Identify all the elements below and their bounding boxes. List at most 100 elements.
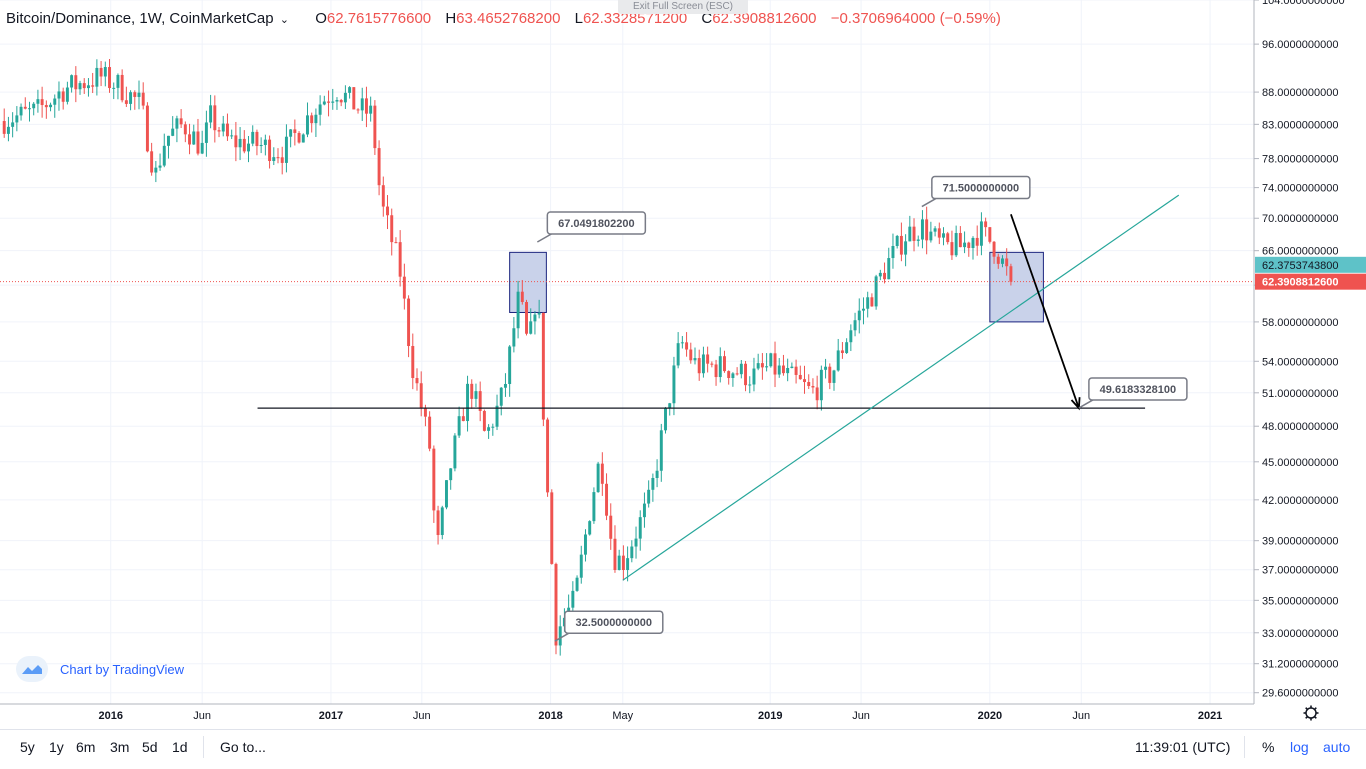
candle xyxy=(487,424,491,439)
candle xyxy=(209,94,213,129)
trendline[interactable] xyxy=(622,194,1180,581)
candle-body xyxy=(394,242,398,244)
highlight-box[interactable] xyxy=(989,251,1044,323)
candle-body xyxy=(672,365,676,404)
candle xyxy=(516,280,520,339)
time-axis[interactable]: 2016 Jun 2017 Jun 2018 May 2019 Jun 2020 Jun 2021 xyxy=(0,703,1319,722)
candle-body xyxy=(786,367,790,374)
range-3m-button[interactable]: 3m xyxy=(110,739,130,755)
price-callout[interactable]: 49.6183328100 xyxy=(1078,377,1188,409)
candle-body xyxy=(289,129,293,137)
range-6m-button[interactable]: 6m xyxy=(76,739,96,755)
candle xyxy=(457,406,461,438)
candle xyxy=(112,82,116,100)
candle xyxy=(150,142,154,176)
time-tick-label: Jun xyxy=(852,710,870,722)
candle xyxy=(221,115,225,137)
candle-body xyxy=(895,235,899,247)
candle-body xyxy=(605,483,609,516)
candle-body xyxy=(680,342,684,344)
tradingview-logo-icon xyxy=(16,656,48,682)
price-tick-label: 29.6000000000 xyxy=(1262,688,1338,700)
candle xyxy=(217,126,221,138)
candle xyxy=(769,352,773,368)
candle-body xyxy=(259,144,263,147)
candle xyxy=(53,94,57,118)
candle xyxy=(584,529,587,562)
candle-body xyxy=(352,87,356,110)
price-tick-label: 78.0000000000 xyxy=(1262,154,1338,166)
callout-pointer xyxy=(1078,399,1094,409)
candle-body xyxy=(798,374,802,380)
tradingview-branding[interactable]: Chart by TradingView xyxy=(16,656,184,682)
price-callout[interactable]: 67.0491802200 xyxy=(536,211,647,243)
candle-body xyxy=(461,416,465,422)
candle xyxy=(512,317,516,353)
price-tick-label: 104.0000000000 xyxy=(1262,0,1345,7)
candle xyxy=(908,215,912,242)
go-to-date-button[interactable]: Go to... xyxy=(220,739,266,755)
candle xyxy=(537,299,541,319)
candle xyxy=(642,492,646,528)
candle-body xyxy=(440,507,444,536)
branding-text[interactable]: Chart by TradingView xyxy=(60,661,185,677)
candle xyxy=(525,299,528,336)
close-value: 62.3908812600 xyxy=(712,10,817,27)
range-1d-button[interactable]: 1d xyxy=(172,739,188,755)
open-value: 62.7615776600 xyxy=(326,10,432,27)
price-tick-label: 70.0000000000 xyxy=(1262,213,1338,225)
candle xyxy=(899,222,903,262)
candle-body xyxy=(466,383,470,422)
auto-scale-toggle[interactable]: auto xyxy=(1323,739,1351,755)
candle-body xyxy=(908,226,912,242)
log-scale-toggle[interactable]: log xyxy=(1290,739,1309,755)
candle-body xyxy=(474,391,478,399)
candle xyxy=(807,374,811,390)
candle xyxy=(866,291,870,318)
candle-body xyxy=(878,272,882,277)
candle xyxy=(373,100,377,155)
range-5y-button[interactable]: 5y xyxy=(20,739,35,755)
candle xyxy=(739,359,743,379)
time-tick-label: 2020 xyxy=(978,710,1002,722)
candle-body xyxy=(520,291,524,302)
price-callout[interactable]: 71.5000000000 xyxy=(921,175,1031,208)
candle-body xyxy=(322,101,326,105)
candle-body xyxy=(870,297,874,307)
candle-body xyxy=(963,242,967,248)
candle xyxy=(129,90,133,111)
candle xyxy=(546,417,550,497)
gear-icon[interactable] xyxy=(1303,705,1319,721)
time-tick-label: Jun xyxy=(193,710,211,722)
candle-body xyxy=(958,233,962,248)
candle xyxy=(647,480,651,508)
price-callout[interactable]: 32.5000000000 xyxy=(554,610,664,642)
candle-body xyxy=(369,105,373,114)
percent-scale-toggle[interactable]: % xyxy=(1262,739,1275,755)
chevron-down-icon[interactable]: ⌄ xyxy=(279,14,290,26)
candle xyxy=(23,97,27,110)
candle xyxy=(28,101,31,122)
candle xyxy=(116,73,120,100)
candle-body xyxy=(739,363,743,375)
candle-body xyxy=(499,387,503,406)
rectangle-drawings[interactable] xyxy=(509,251,1044,323)
range-1y-button[interactable]: 1y xyxy=(49,739,64,755)
candle-body xyxy=(1001,258,1004,264)
arrow-line[interactable] xyxy=(1010,214,1080,409)
time-tick-label: Jun xyxy=(413,710,431,722)
price-tick-label: 31.2000000000 xyxy=(1262,659,1338,671)
time-tick-label: 2018 xyxy=(538,710,562,722)
candle-body xyxy=(727,371,731,379)
candle-body xyxy=(1005,258,1009,267)
price-axis[interactable]: 104.0000000000 96.0000000000 88.0000000000… xyxy=(1253,0,1366,704)
exit-fullscreen-button[interactable]: Exit Full Screen (ESC) xyxy=(618,0,748,14)
clock-timezone[interactable]: 11:39:01 (UTC) xyxy=(1135,739,1231,755)
candle xyxy=(857,298,861,334)
range-5d-button[interactable]: 5d xyxy=(142,739,158,755)
highlight-box[interactable] xyxy=(509,251,547,313)
symbol-title[interactable]: Bitcoin/Dominance, 1W, CoinMarketCap xyxy=(6,10,274,27)
candle-body xyxy=(339,100,343,103)
trend-drawings[interactable]: 67.0491802200 32.5000000000 71.5000000000 4… xyxy=(0,175,1254,642)
